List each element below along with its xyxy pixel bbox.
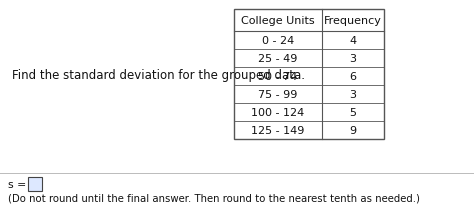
Text: 25 - 49: 25 - 49 [258,54,298,64]
Text: 50 - 74: 50 - 74 [258,72,298,82]
Text: 3: 3 [349,54,356,64]
Text: 4: 4 [349,36,356,46]
Text: 0 - 24: 0 - 24 [262,36,294,46]
Text: 75 - 99: 75 - 99 [258,90,298,99]
Text: 6: 6 [349,72,356,82]
Bar [28,177,42,191]
Text: 125 - 149: 125 - 149 [251,125,305,135]
Text: s =: s = [8,179,26,189]
Text: Frequency: Frequency [324,16,382,26]
Text: 3: 3 [349,90,356,99]
Text: College Units: College Units [241,16,315,26]
Text: 5: 5 [349,108,356,117]
Text: 100 - 124: 100 - 124 [251,108,305,117]
Text: (Do not round until the final answer. Then round to the nearest tenth as needed.: (Do not round until the final answer. Th… [8,193,420,203]
Text: Find the standard deviation for the grouped data.: Find the standard deviation for the grou… [12,68,305,81]
Text: 9: 9 [349,125,356,135]
Bar [234,10,384,139]
